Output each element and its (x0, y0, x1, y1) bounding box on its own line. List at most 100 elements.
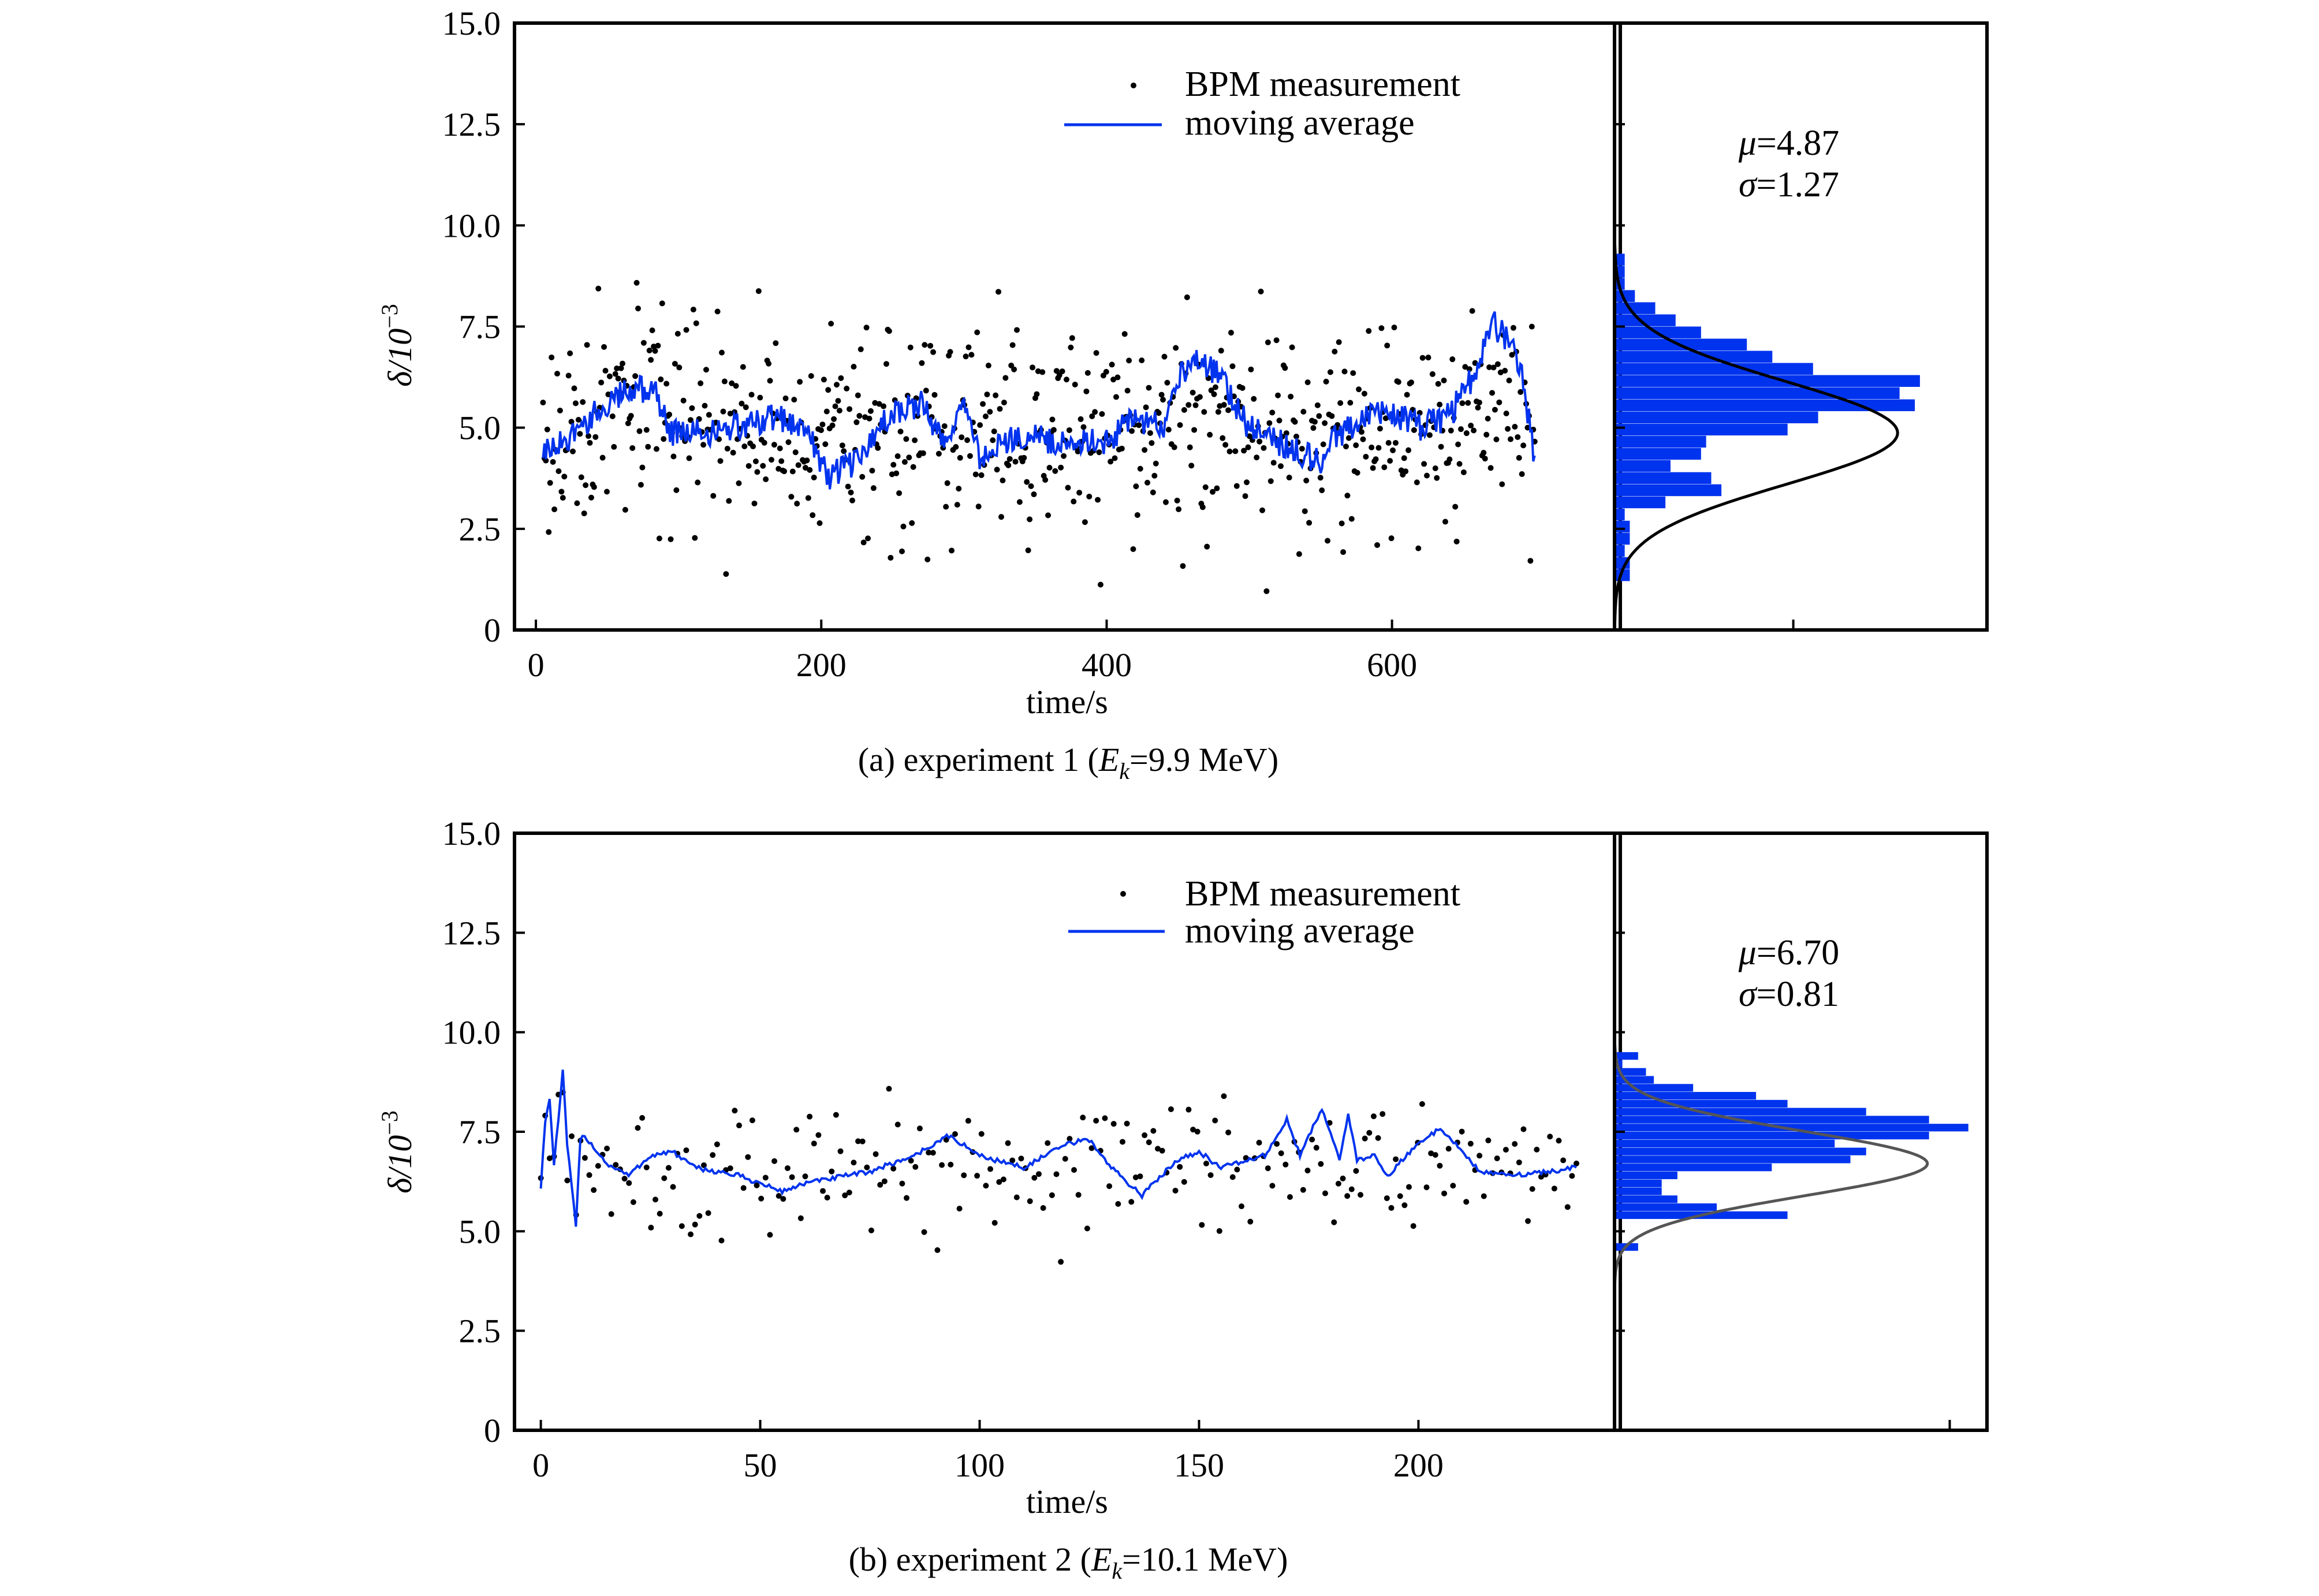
scatter-point (1119, 1139, 1125, 1145)
scatter-point (1387, 458, 1393, 464)
scatter-point (1001, 400, 1007, 406)
scatter-point (1031, 491, 1037, 498)
scatter-point (1028, 483, 1034, 490)
scatter-point (868, 1227, 874, 1233)
scatter-point (1218, 348, 1224, 354)
scatter-point (612, 371, 618, 377)
scatter-point (1356, 386, 1362, 393)
scatter-point (963, 353, 969, 360)
scatter-point (965, 344, 972, 350)
scatter-point (1142, 1132, 1148, 1139)
scatter-point (1358, 1192, 1364, 1198)
scatter-point (544, 426, 550, 432)
scatter-point (876, 401, 882, 407)
scatter-point (1286, 475, 1292, 481)
scatter-point (748, 391, 755, 398)
scatter-point (550, 458, 556, 465)
scatter-point (602, 368, 609, 374)
scatter-point (1000, 478, 1006, 484)
scatter-point (1482, 456, 1488, 462)
scatter-point (581, 1155, 588, 1161)
scatter-point (1124, 387, 1131, 394)
panel-a: 0 2.5 5.0 7.5 10.0 12.5 15.0 0 200 400 600 δ/10−3… (376, 5, 1989, 784)
scatter-point (1270, 460, 1277, 466)
scatter-point (1212, 384, 1218, 390)
scatter-point (886, 1086, 892, 1092)
scatter-point (1103, 368, 1109, 375)
scatter-point (777, 445, 783, 452)
scatter-point (543, 457, 549, 464)
scatter-point (1410, 1223, 1416, 1229)
scatter-point (948, 1161, 954, 1168)
scatter-point (643, 427, 650, 433)
scatter-point (1126, 357, 1132, 364)
scatter-point (1187, 444, 1193, 450)
scatter-point (1397, 1193, 1403, 1199)
scatter-point (1142, 447, 1148, 453)
scatter-point (965, 1118, 971, 1124)
scatter-point (1429, 371, 1436, 377)
scatter-point (1065, 484, 1071, 491)
scatter-point (1110, 1121, 1117, 1127)
scatter-point (832, 403, 838, 409)
scatter-point (1002, 375, 1009, 381)
scatter-point (805, 495, 811, 501)
scatter-point (674, 330, 681, 337)
histogram-bar (1615, 1179, 1662, 1187)
scatter-point (1340, 549, 1347, 555)
scatter-point (1130, 546, 1136, 552)
scatter-point (1099, 411, 1105, 417)
scatter-point (574, 500, 580, 506)
scatter-point (829, 1168, 835, 1174)
scatter-point (991, 428, 997, 435)
scatter-point (766, 360, 772, 367)
scatter-point (703, 367, 709, 373)
legend-marker-bpm-b (1120, 891, 1126, 897)
scatter-point (934, 1247, 941, 1253)
x-axis-ticks-b: 0 50 100 150 200 (532, 1420, 1444, 1484)
scatter-point (717, 458, 724, 464)
scatter-point (1507, 436, 1513, 442)
scatter-point (855, 392, 861, 398)
scatter-point (1031, 1174, 1038, 1181)
scatter-point (1155, 1146, 1161, 1152)
scatter-point (789, 468, 796, 475)
scatter-point (811, 474, 817, 480)
scatter-point (773, 340, 779, 346)
y-tick-label: 2.5 (459, 510, 501, 548)
scatter-point (1176, 506, 1182, 512)
scatter-point (1185, 402, 1192, 408)
scatter-point (984, 391, 990, 398)
scatter-point (572, 400, 579, 407)
scatter-point (792, 449, 799, 456)
scatter-point (661, 1175, 668, 1181)
scatter-point (935, 450, 942, 457)
scatter-point (639, 464, 646, 471)
scatter-point (1229, 363, 1236, 370)
scatter-point (625, 420, 631, 427)
scatter-point (954, 502, 960, 508)
x-tick-label: 200 (796, 646, 847, 684)
histogram-bar (1615, 387, 1900, 400)
scatter-point (1424, 472, 1430, 479)
scatter-point (1494, 361, 1501, 367)
scatter-point (549, 354, 555, 360)
scatter-point (586, 1172, 592, 1179)
scatter-point (1261, 445, 1267, 451)
gaussian-fit-a (1613, 205, 1899, 631)
scatter-point (724, 446, 730, 452)
scatter-point (802, 465, 808, 471)
scatter-point (740, 1185, 747, 1191)
scatter-point (982, 413, 989, 420)
scatter-point (1269, 409, 1276, 416)
x-tick-label: 600 (1367, 646, 1417, 684)
scatter-point (923, 387, 929, 394)
scatter-point (972, 471, 979, 478)
scatter-point (1322, 420, 1328, 426)
scatter-point (1483, 431, 1490, 438)
scatter-point (601, 344, 607, 350)
scatter-point (706, 412, 712, 418)
scatter-point (1034, 391, 1040, 397)
scatter-point (881, 1178, 888, 1184)
scatter-point (1030, 364, 1036, 371)
